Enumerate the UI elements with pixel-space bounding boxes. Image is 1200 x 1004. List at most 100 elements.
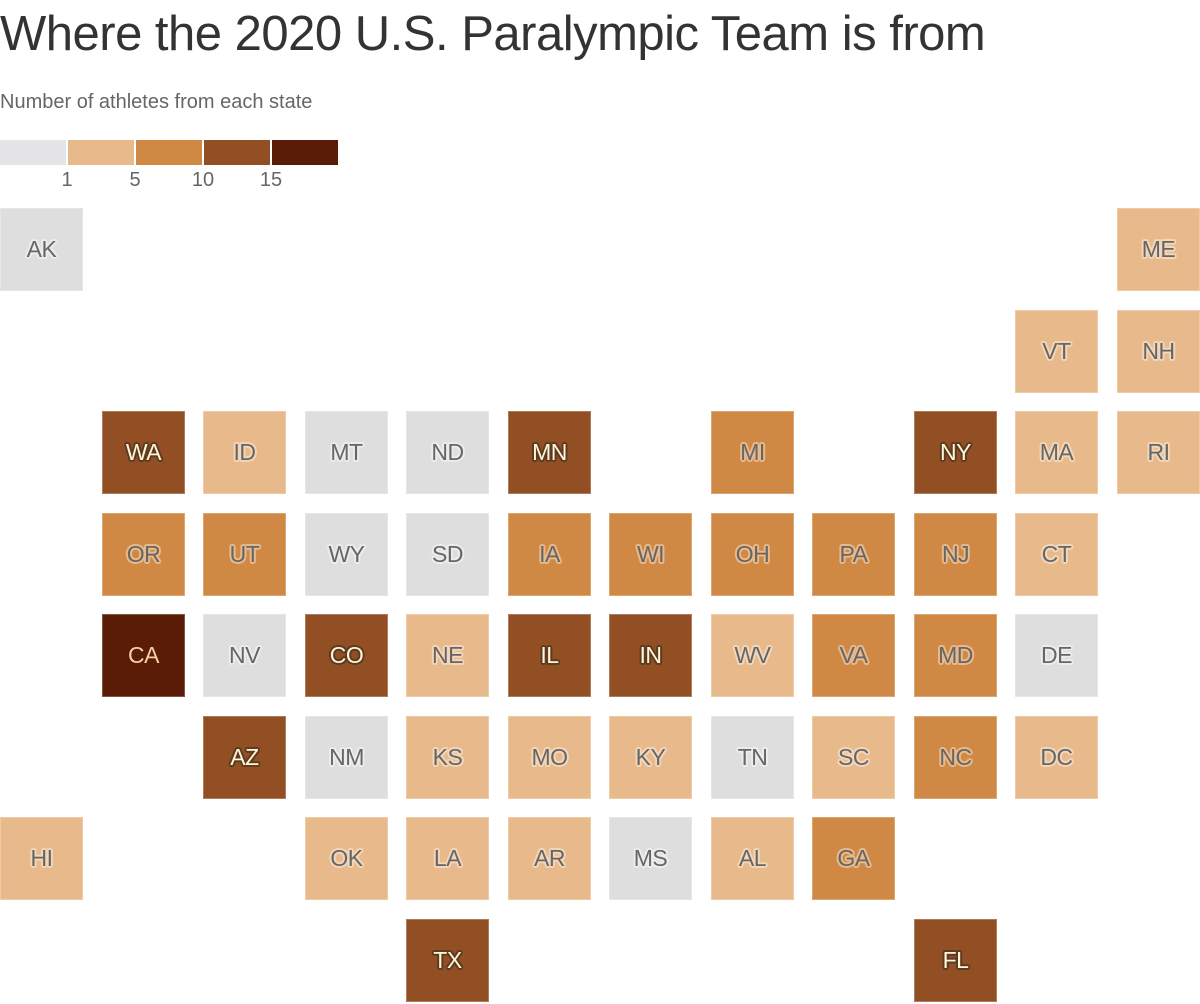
state-tile-vt: VT (1015, 310, 1098, 393)
state-label: HI (30, 845, 54, 871)
state-label: OR (126, 541, 161, 567)
state-label: AR (534, 845, 565, 871)
state-label: DC (1040, 744, 1073, 770)
state-label: NY (940, 439, 971, 465)
state-tile-ga: GA (812, 817, 895, 900)
state-label: SD (432, 541, 463, 567)
state-tile-id: ID (203, 411, 286, 494)
color-legend: 1 5 10 15 (0, 140, 340, 192)
state-tile-la: LA (406, 817, 489, 900)
state-label: NH (1142, 338, 1175, 364)
state-tile-oh: OH (711, 513, 794, 596)
state-label: TN (737, 744, 768, 770)
state-tile-wi: WI (609, 513, 692, 596)
state-tile-fl: FL (914, 919, 997, 1002)
state-tile-nj: NJ (914, 513, 997, 596)
state-tile-tn: TN (711, 716, 794, 799)
state-label: ME (1141, 236, 1176, 262)
state-tile-nd: ND (406, 411, 489, 494)
state-tile-in: IN (609, 614, 692, 697)
state-label: CT (1041, 541, 1072, 567)
state-label: WY (328, 541, 365, 567)
state-label: ID (233, 439, 257, 465)
state-label: IA (539, 541, 560, 567)
state-label: MI (740, 439, 765, 465)
state-label: NC (939, 744, 972, 770)
state-tile-ne: NE (406, 614, 489, 697)
state-label: NV (229, 642, 260, 668)
state-label: IL (540, 642, 559, 668)
state-tile-ms: MS (609, 817, 692, 900)
state-label: FL (942, 947, 969, 973)
state-tile-sc: SC (812, 716, 895, 799)
state-label: KY (635, 744, 666, 770)
state-tile-nv: NV (203, 614, 286, 697)
chart-title: Where the 2020 U.S. Paralympic Team is f… (0, 7, 986, 61)
state-tile-dc: DC (1015, 716, 1098, 799)
state-label: WA (125, 439, 162, 465)
state-label: AZ (230, 744, 259, 770)
state-label: OH (735, 541, 770, 567)
legend-swatch-1-4 (68, 140, 134, 165)
state-label: WI (636, 541, 665, 567)
state-tile-ca: CA (102, 614, 185, 697)
state-tile-ok: OK (305, 817, 388, 900)
state-tile-az: AZ (203, 716, 286, 799)
state-tile-hi: HI (0, 817, 83, 900)
state-tile-ky: KY (609, 716, 692, 799)
state-label: UT (229, 541, 260, 567)
state-tile-nh: NH (1117, 310, 1200, 393)
state-label: MS (633, 845, 668, 871)
state-tile-ut: UT (203, 513, 286, 596)
state-label: ND (431, 439, 464, 465)
state-label: MO (531, 744, 568, 770)
state-label: VA (839, 642, 868, 668)
state-tile-nm: NM (305, 716, 388, 799)
state-label: KS (432, 744, 463, 770)
chart-subtitle: Number of athletes from each state (0, 91, 313, 113)
legend-tick: 1 (61, 169, 73, 191)
state-tile-ma: MA (1015, 411, 1098, 494)
state-tile-ar: AR (508, 817, 591, 900)
state-label: RI (1147, 439, 1171, 465)
state-label: PA (839, 541, 868, 567)
state-tile-ri: RI (1117, 411, 1200, 494)
state-label: WV (734, 642, 771, 668)
state-tile-mi: MI (711, 411, 794, 494)
legend-tick: 5 (129, 169, 141, 191)
legend-tick: 10 (191, 169, 215, 191)
state-label: TX (433, 947, 462, 973)
state-tile-sd: SD (406, 513, 489, 596)
state-tile-wa: WA (102, 411, 185, 494)
state-tile-co: CO (305, 614, 388, 697)
state-label: SC (838, 744, 869, 770)
state-label: NE (432, 642, 463, 668)
state-label: OK (330, 845, 363, 871)
state-tile-me: ME (1117, 208, 1200, 291)
state-tile-ia: IA (508, 513, 591, 596)
state-tile-or: OR (102, 513, 185, 596)
state-tile-mn: MN (508, 411, 591, 494)
state-label: IN (639, 642, 663, 668)
state-tile-ct: CT (1015, 513, 1098, 596)
state-tile-va: VA (812, 614, 895, 697)
state-label: AK (26, 236, 57, 262)
state-tile-wv: WV (711, 614, 794, 697)
state-tile-ny: NY (914, 411, 997, 494)
state-tile-tx: TX (406, 919, 489, 1002)
state-tile-wy: WY (305, 513, 388, 596)
state-label: LA (433, 845, 462, 871)
legend-swatch-5-9 (136, 140, 202, 165)
state-label: NM (329, 744, 364, 770)
state-label: CO (329, 642, 364, 668)
state-label: MA (1039, 439, 1074, 465)
state-tile-ks: KS (406, 716, 489, 799)
state-tile-nc: NC (914, 716, 997, 799)
state-tile-de: DE (1015, 614, 1098, 697)
state-tile-md: MD (914, 614, 997, 697)
state-label: VT (1042, 338, 1071, 364)
legend-swatch-10-14 (204, 140, 270, 165)
state-label: MT (330, 439, 363, 465)
state-label: AL (738, 845, 767, 871)
